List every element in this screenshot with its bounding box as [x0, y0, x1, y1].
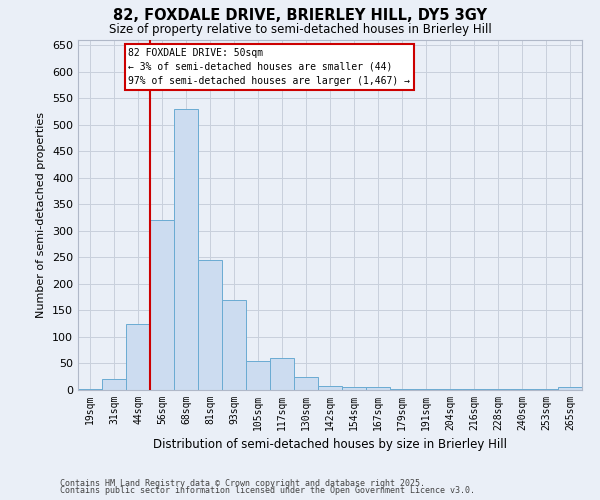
Bar	[438, 389, 462, 390]
Bar	[414, 389, 438, 390]
Bar	[102, 380, 126, 390]
Text: Contains public sector information licensed under the Open Government Licence v3: Contains public sector information licen…	[60, 486, 475, 495]
Bar	[126, 324, 150, 390]
Bar	[198, 260, 222, 390]
Y-axis label: Number of semi-detached properties: Number of semi-detached properties	[37, 112, 46, 318]
Bar	[390, 389, 414, 390]
Bar	[222, 300, 246, 390]
X-axis label: Distribution of semi-detached houses by size in Brierley Hill: Distribution of semi-detached houses by …	[153, 438, 507, 452]
Bar	[510, 389, 534, 390]
Bar	[534, 389, 558, 390]
Bar	[318, 386, 342, 390]
Text: Contains HM Land Registry data © Crown copyright and database right 2025.: Contains HM Land Registry data © Crown c…	[60, 478, 425, 488]
Bar	[294, 376, 318, 390]
Bar	[462, 389, 486, 390]
Text: 82, FOXDALE DRIVE, BRIERLEY HILL, DY5 3GY: 82, FOXDALE DRIVE, BRIERLEY HILL, DY5 3G…	[113, 8, 487, 22]
Bar	[150, 220, 174, 390]
Text: 82 FOXDALE DRIVE: 50sqm
← 3% of semi-detached houses are smaller (44)
97% of sem: 82 FOXDALE DRIVE: 50sqm ← 3% of semi-det…	[128, 48, 410, 86]
Bar	[78, 389, 102, 390]
Bar	[558, 388, 582, 390]
Bar	[486, 389, 510, 390]
Text: Size of property relative to semi-detached houses in Brierley Hill: Size of property relative to semi-detach…	[109, 22, 491, 36]
Bar	[246, 361, 270, 390]
Bar	[270, 358, 294, 390]
Bar	[342, 388, 366, 390]
Bar	[174, 109, 198, 390]
Bar	[366, 388, 390, 390]
